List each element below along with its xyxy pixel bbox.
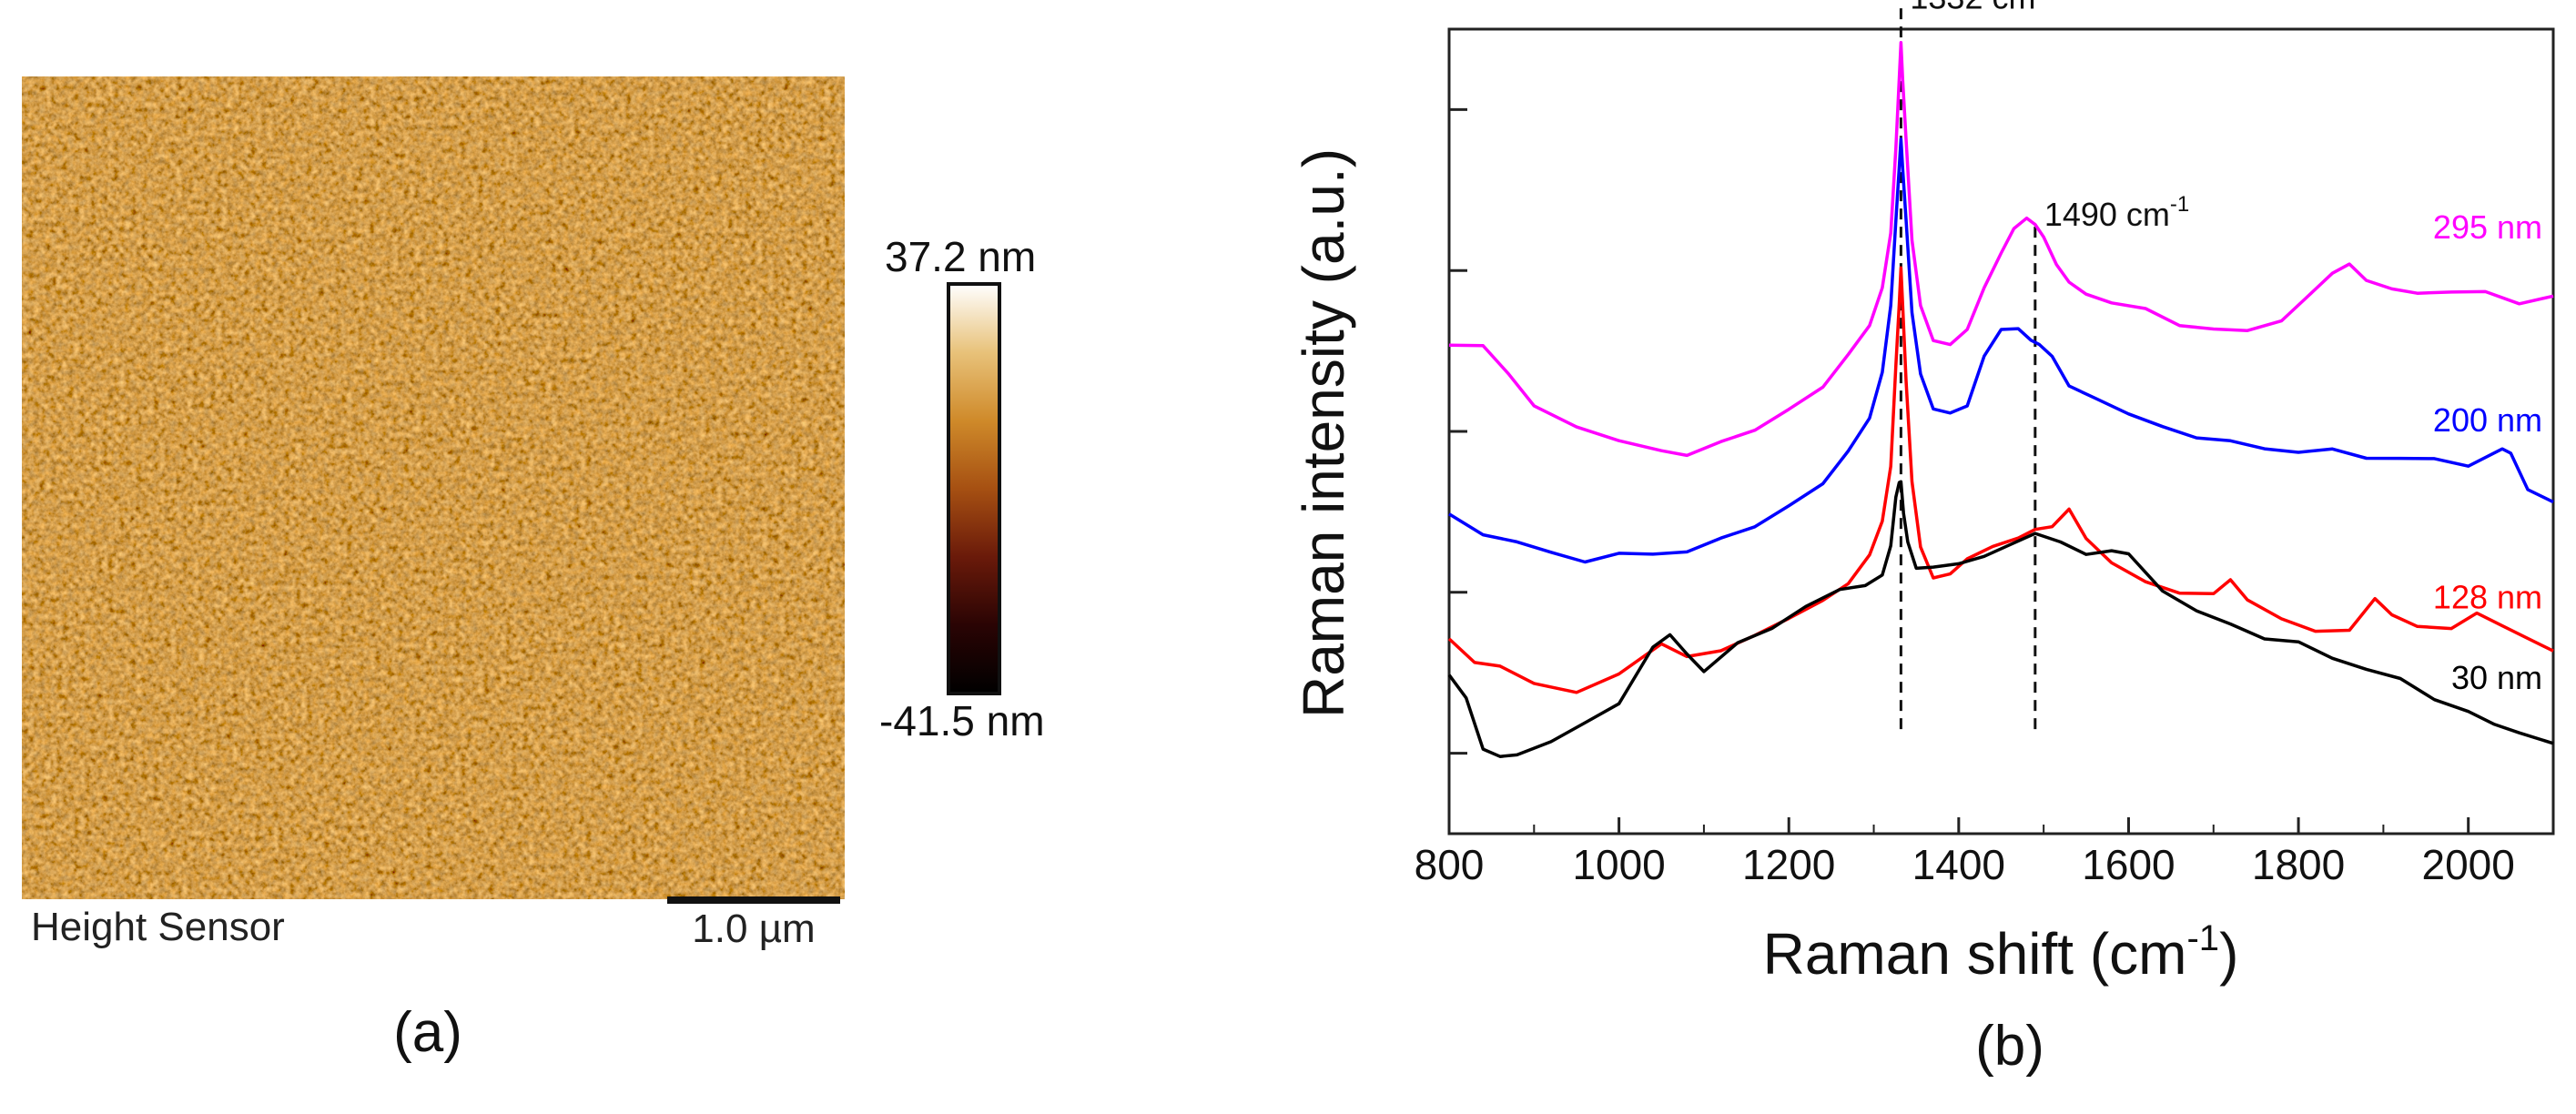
- series-line-295-nm: [1448, 41, 2554, 458]
- spectra-series: [1447, 41, 2554, 758]
- series-label: 128 nm: [2433, 578, 2542, 615]
- series-label: 200 nm: [2433, 401, 2542, 439]
- series-line-30-nm: [1447, 480, 2554, 758]
- series-label: 295 nm: [2433, 208, 2542, 246]
- x-tick-label: 1600: [2082, 841, 2175, 888]
- y-ticks: [1449, 107, 1467, 755]
- y-axis-label: Raman intensity (a.u.): [1291, 148, 1356, 718]
- x-axis-label: Raman shift (cm-1): [1763, 918, 2239, 987]
- plot-frame: [1447, 27, 2555, 836]
- series-line-200-nm: [1448, 137, 2554, 564]
- peak-label: 1332 cm-1: [1910, 0, 2054, 15]
- x-tick-label: 800: [1415, 841, 1485, 888]
- x-tick-label: 1400: [1912, 841, 2005, 888]
- colorbar-max-label: 37.2 nm: [885, 233, 1036, 280]
- x-tick-label: 1200: [1742, 841, 1835, 888]
- panel-a: Height Sensor 1.0 µm 37.2 nm -41.5 nm (a…: [22, 76, 1045, 1064]
- afm-texture: [22, 76, 845, 899]
- scale-bar: [667, 896, 840, 904]
- x-axis-label-text: Raman shift (cm: [1763, 921, 2187, 987]
- panel-b: 800 1000 1200 1400 1600 1800 2000 1332 cm-1 149…: [1291, 0, 2555, 1078]
- colorbar-min-label: -41.5 nm: [879, 697, 1045, 744]
- x-axis-label-sup: -1: [2186, 918, 2219, 958]
- x-tick-label: 1800: [2252, 841, 2345, 888]
- series-label: 30 nm: [2451, 659, 2542, 696]
- x-tick-label: 1000: [1572, 841, 1665, 888]
- panel-a-caption: (a): [393, 1001, 462, 1064]
- scale-bar-label: 1.0 µm: [692, 906, 815, 951]
- sensor-label: Height Sensor: [31, 905, 285, 949]
- peak-annotations: 1332 cm-1 1490 cm-1: [1899, 0, 2189, 730]
- x-ticks: 800 1000 1200 1400 1600 1800 2000: [1415, 817, 2515, 888]
- colorbar: [947, 282, 1001, 695]
- panel-b-caption: (b): [1975, 1015, 2044, 1078]
- x-axis-label-close: ): [2219, 921, 2238, 987]
- x-tick-label: 2000: [2422, 841, 2515, 888]
- peak-label: 1490 cm-1: [2044, 192, 2189, 233]
- series-labels: 295 nm 200 nm 128 nm 30 nm: [2433, 208, 2542, 696]
- series-line-128-nm: [1447, 266, 2554, 694]
